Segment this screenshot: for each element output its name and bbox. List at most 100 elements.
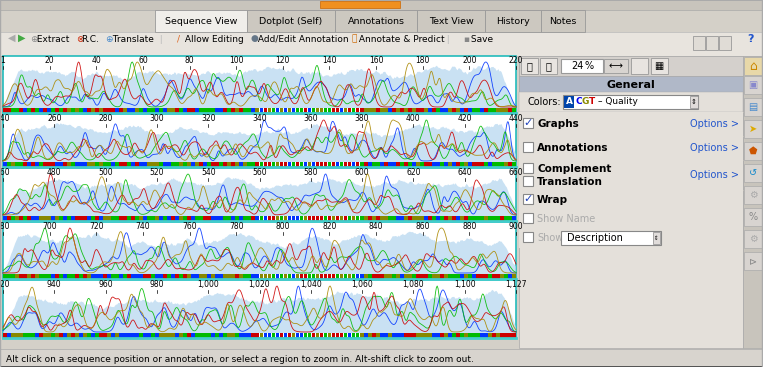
Bar: [27, 274, 31, 279]
Bar: [480, 274, 484, 279]
Text: ?: ?: [747, 34, 753, 44]
Bar: [11, 162, 14, 167]
Bar: [352, 274, 356, 279]
Text: 280: 280: [98, 114, 113, 123]
Bar: [372, 108, 375, 113]
Bar: [115, 274, 119, 279]
Text: 400: 400: [406, 114, 420, 123]
Bar: [476, 274, 480, 279]
Text: 300: 300: [150, 114, 164, 123]
Bar: [404, 274, 407, 279]
Bar: [263, 108, 267, 113]
Bar: [272, 108, 275, 113]
Bar: [231, 216, 235, 221]
Bar: [140, 162, 143, 167]
Text: 700: 700: [42, 222, 57, 231]
Text: /: /: [177, 34, 180, 44]
Bar: [63, 333, 67, 338]
Bar: [307, 274, 311, 279]
Bar: [472, 108, 475, 113]
Bar: [744, 230, 762, 248]
Bar: [3, 56, 516, 113]
Text: 980: 980: [150, 280, 164, 289]
Bar: [272, 216, 275, 221]
Bar: [412, 108, 416, 113]
Bar: [15, 333, 19, 338]
Bar: [3, 162, 7, 167]
Bar: [31, 333, 35, 338]
Bar: [103, 216, 107, 221]
Bar: [236, 108, 240, 113]
Bar: [59, 216, 63, 221]
Bar: [500, 216, 504, 221]
Bar: [388, 162, 391, 167]
Bar: [240, 216, 243, 221]
Bar: [27, 333, 31, 338]
Text: 460: 460: [0, 168, 11, 177]
Bar: [227, 216, 231, 221]
Bar: [284, 333, 288, 338]
Text: Alt click on a sequence position or annotation, or select a region to zoom in. A: Alt click on a sequence position or anno…: [6, 355, 474, 363]
Bar: [291, 333, 295, 338]
Bar: [396, 108, 400, 113]
Bar: [115, 333, 119, 338]
Bar: [99, 216, 103, 221]
Bar: [420, 108, 423, 113]
Bar: [521, 58, 538, 74]
Bar: [335, 10, 417, 32]
Bar: [243, 274, 247, 279]
Bar: [304, 108, 307, 113]
Bar: [523, 213, 533, 223]
Bar: [364, 333, 368, 338]
Bar: [95, 216, 99, 221]
Bar: [504, 162, 508, 167]
Bar: [428, 274, 432, 279]
Bar: [343, 333, 347, 338]
Bar: [115, 162, 119, 167]
Text: 840: 840: [369, 222, 383, 231]
Bar: [204, 333, 208, 338]
Text: ⊳: ⊳: [749, 256, 757, 266]
Bar: [240, 108, 243, 113]
Bar: [147, 108, 151, 113]
Bar: [75, 108, 79, 113]
Bar: [211, 108, 215, 113]
Bar: [512, 162, 516, 167]
Bar: [75, 333, 79, 338]
Text: ⌂: ⌂: [749, 59, 757, 73]
Text: Allow Editing: Allow Editing: [182, 34, 243, 44]
Bar: [51, 162, 55, 167]
Bar: [407, 274, 411, 279]
Bar: [192, 274, 195, 279]
Bar: [400, 274, 404, 279]
Bar: [423, 216, 427, 221]
Bar: [195, 216, 199, 221]
Polygon shape: [3, 123, 516, 162]
Bar: [220, 216, 224, 221]
Bar: [404, 333, 407, 338]
Bar: [115, 108, 119, 113]
Bar: [460, 162, 464, 167]
Bar: [127, 333, 131, 338]
Bar: [140, 274, 143, 279]
Bar: [416, 162, 420, 167]
Bar: [143, 333, 147, 338]
Bar: [127, 108, 131, 113]
Bar: [236, 274, 240, 279]
Bar: [79, 162, 83, 167]
Bar: [256, 274, 259, 279]
Bar: [488, 108, 491, 113]
Bar: [75, 216, 79, 221]
Bar: [380, 216, 384, 221]
Bar: [192, 333, 195, 338]
Text: Text View: Text View: [429, 18, 473, 26]
Bar: [59, 333, 63, 338]
Bar: [432, 108, 436, 113]
Text: |: |: [441, 34, 456, 44]
Bar: [284, 108, 288, 113]
Bar: [135, 162, 139, 167]
Bar: [195, 162, 199, 167]
Bar: [744, 120, 762, 138]
Bar: [243, 162, 247, 167]
Bar: [368, 162, 372, 167]
